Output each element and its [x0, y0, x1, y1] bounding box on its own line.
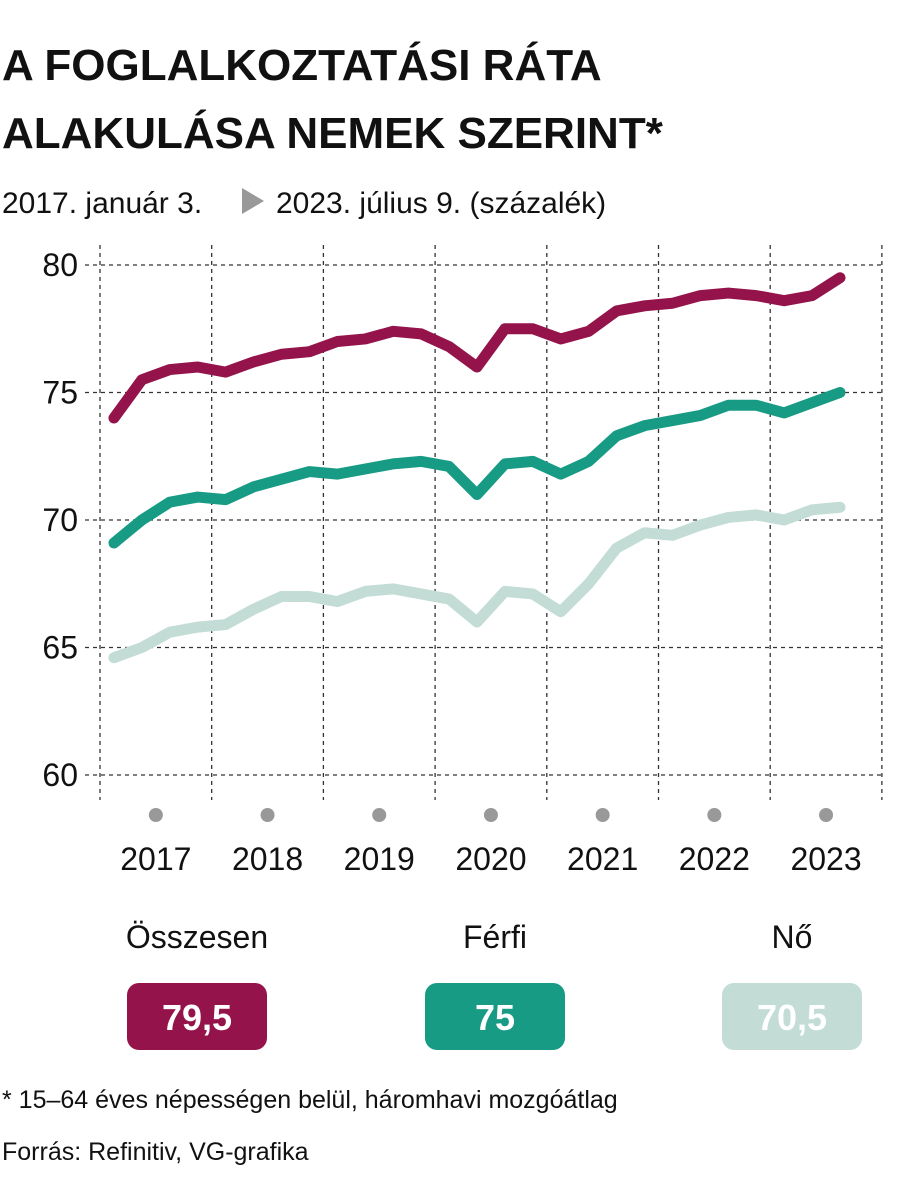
value-box — [425, 983, 565, 1050]
year-dot — [707, 808, 722, 822]
legend-label: Összesen — [126, 919, 268, 955]
y-tick-label: 70 — [42, 502, 78, 538]
year-dot — [595, 808, 610, 822]
y-tick-label: 60 — [42, 757, 78, 793]
value-label: 70,5 — [757, 997, 827, 1038]
x-tick-label: 2018 — [232, 841, 303, 877]
x-tick-label: 2020 — [455, 841, 526, 877]
y-tick-label: 75 — [42, 375, 78, 411]
value-box — [722, 983, 862, 1050]
year-dot — [819, 808, 834, 822]
year-dot — [260, 808, 275, 822]
value-label: 75 — [475, 997, 515, 1038]
x-tick-label: 2019 — [344, 841, 415, 877]
x-tick-label: 2017 — [120, 841, 191, 877]
chart-title: ALAKULÁSA NEMEK SZERINT* — [2, 108, 664, 158]
source: Forrás: Refinitiv, VG-grafika — [2, 1138, 309, 1166]
value-box — [127, 983, 267, 1050]
series-line — [108, 272, 846, 424]
x-tick-label: 2021 — [567, 841, 638, 877]
legend-label: Nő — [772, 919, 813, 955]
series-line — [108, 501, 846, 664]
footnote: * 15–64 éves népességen belül, háromhavi… — [2, 1086, 618, 1114]
y-tick-label: 80 — [42, 247, 78, 283]
subtitle: 2023. július 9. (százalék) — [276, 187, 606, 220]
x-tick-label: 2022 — [679, 841, 750, 877]
series-line — [108, 387, 846, 549]
subtitle: 2017. január 3. — [2, 187, 202, 220]
year-dot — [483, 808, 498, 822]
year-dot — [372, 808, 387, 822]
x-tick-label: 2023 — [790, 841, 861, 877]
y-tick-label: 65 — [42, 630, 78, 666]
arrow-icon — [242, 188, 264, 214]
chart-title: A FOGLALKOZTATÁSI RÁTA — [2, 40, 602, 90]
year-dot — [148, 808, 163, 822]
value-label: 79,5 — [162, 997, 232, 1038]
legend-label: Férfi — [463, 919, 527, 955]
